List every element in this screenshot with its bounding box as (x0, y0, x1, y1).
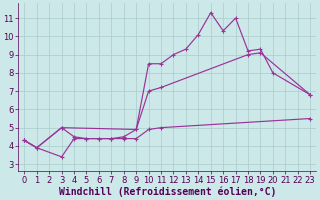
X-axis label: Windchill (Refroidissement éolien,°C): Windchill (Refroidissement éolien,°C) (59, 186, 276, 197)
